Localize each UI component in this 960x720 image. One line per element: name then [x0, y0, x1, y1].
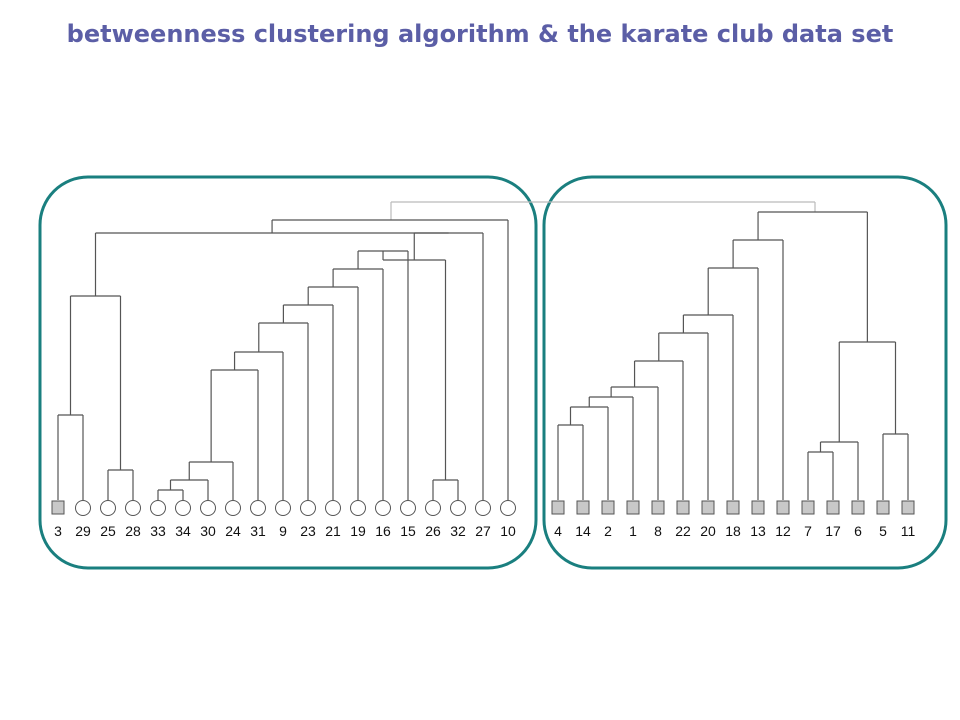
- right-leaf-label: 2: [604, 523, 612, 539]
- right-leaf-square-node: [726, 500, 740, 515]
- left-leaf-label: 26: [425, 523, 441, 539]
- left-leaf-circle-node: [500, 500, 516, 516]
- left-leaf-circle-node: [350, 500, 366, 516]
- right-leaf-label: 12: [775, 523, 791, 539]
- left-leaf-label: 32: [450, 523, 466, 539]
- right-leaf-label: 14: [575, 523, 591, 539]
- right-leaf-square-node: [801, 500, 815, 515]
- right-leaf-label: 8: [654, 523, 662, 539]
- right-leaf-label: 1: [629, 523, 637, 539]
- left-leaf-circle-node: [200, 500, 216, 516]
- left-leaf-label: 34: [175, 523, 191, 539]
- left-leaf-circle-node: [275, 500, 291, 516]
- left-cluster-panel: [38, 175, 538, 570]
- right-leaf-square-node: [876, 500, 890, 515]
- right-leaf-square-node: [701, 500, 715, 515]
- left-leaf-circle-node: [100, 500, 116, 516]
- left-leaf-label: 3: [54, 523, 62, 539]
- left-leaf-label: 9: [279, 523, 287, 539]
- left-leaf-label: 19: [350, 523, 366, 539]
- right-leaf-square-node: [576, 500, 590, 515]
- left-leaf-label: 16: [375, 523, 391, 539]
- left-leaf-circle-node: [450, 500, 466, 516]
- right-leaf-square-node: [901, 500, 915, 515]
- left-leaf-label: 33: [150, 523, 166, 539]
- left-leaf-label: 27: [475, 523, 491, 539]
- left-leaf-circle-node: [225, 500, 241, 516]
- left-leaf-circle-node: [175, 500, 191, 516]
- right-leaf-label: 18: [725, 523, 741, 539]
- right-leaf-label: 22: [675, 523, 691, 539]
- left-leaf-circle-node: [425, 500, 441, 516]
- right-leaf-label: 6: [854, 523, 862, 539]
- right-leaf-square-node: [826, 500, 840, 515]
- left-leaf-circle-node: [250, 500, 266, 516]
- left-leaf-circle-node: [125, 500, 141, 516]
- left-leaf-square-node: [51, 500, 65, 515]
- right-leaf-square-node: [776, 500, 790, 515]
- left-tree: [57, 219, 509, 500]
- left-leaf-label: 24: [225, 523, 241, 539]
- left-leaf-label: 31: [250, 523, 266, 539]
- right-tree: [557, 211, 909, 500]
- page-title: betweenness clustering algorithm & the k…: [66, 20, 894, 48]
- right-leaf-square-node: [751, 500, 765, 515]
- left-leaf-label: 23: [300, 523, 316, 539]
- left-leaf-label: 29: [75, 523, 91, 539]
- right-leaf-label: 11: [901, 523, 916, 539]
- right-leaf-label: 5: [879, 523, 887, 539]
- left-leaf-circle-node: [300, 500, 316, 516]
- left-leaves: 3 29 25 28 33 34 30 24 31 9 23 21 19 16 15 26 32 27 10: [51, 500, 516, 539]
- right-leaf-label: 7: [804, 523, 812, 539]
- left-leaf-label: 15: [400, 523, 416, 539]
- right-leaf-square-node: [551, 500, 565, 515]
- root-link: [390, 201, 816, 220]
- left-leaf-label: 25: [100, 523, 116, 539]
- left-leaf-circle-node: [75, 500, 91, 516]
- right-leaves: 4 14 2 1 8 22 20 18 13 12 7 17 6 5 11: [551, 500, 916, 539]
- left-leaf-circle-node: [325, 500, 341, 516]
- left-leaf-circle-node: [400, 500, 416, 516]
- right-leaf-label: 4: [554, 523, 562, 539]
- left-leaf-label: 21: [325, 523, 341, 539]
- right-leaf-label: 17: [825, 523, 841, 539]
- right-leaf-label: 20: [700, 523, 716, 539]
- left-leaf-label: 10: [500, 523, 516, 539]
- left-leaf-circle-node: [375, 500, 391, 516]
- left-leaf-circle-node: [475, 500, 491, 516]
- right-leaf-square-node: [851, 500, 865, 515]
- right-leaf-square-node: [676, 500, 690, 515]
- left-leaf-label: 30: [200, 523, 216, 539]
- right-leaf-square-node: [601, 500, 615, 515]
- left-leaf-label: 28: [125, 523, 141, 539]
- left-leaf-circle-node: [150, 500, 166, 516]
- right-leaf-square-node: [626, 500, 640, 515]
- right-leaf-label: 13: [750, 523, 766, 539]
- right-leaf-square-node: [651, 500, 665, 515]
- right-cluster-panel: [542, 175, 948, 570]
